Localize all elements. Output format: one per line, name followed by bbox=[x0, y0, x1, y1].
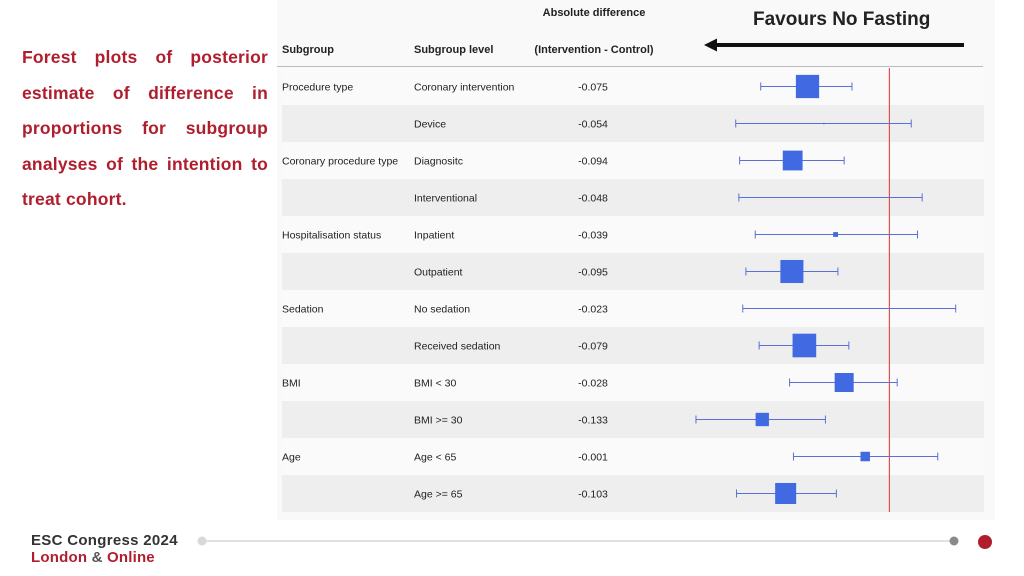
estimate-box bbox=[755, 412, 769, 427]
timeline-current-dot bbox=[949, 536, 959, 546]
header-difference: (Intervention - Control) bbox=[534, 44, 653, 56]
subgroup-label: Hospitalisation status bbox=[282, 230, 381, 242]
timeline-end-dot bbox=[978, 535, 992, 549]
favours-label: Favours No Fasting bbox=[753, 9, 931, 30]
subgroup-level-label: Interventional bbox=[414, 193, 477, 205]
header-subgroup-level: Subgroup level bbox=[414, 44, 493, 56]
estimate-value: -0.094 bbox=[578, 156, 608, 168]
estimate-box bbox=[795, 74, 820, 99]
header-absolute-difference: Absolute difference bbox=[543, 7, 646, 19]
table-row bbox=[282, 142, 984, 179]
estimate-value: -0.023 bbox=[578, 304, 608, 316]
congress-amp: & bbox=[91, 549, 103, 566]
estimate-value: -0.048 bbox=[578, 193, 608, 205]
estimate-value: -0.133 bbox=[578, 415, 608, 427]
subgroup-level-label: Outpatient bbox=[414, 267, 463, 279]
estimate-box bbox=[780, 259, 804, 284]
subgroup-level-label: Received sedation bbox=[414, 341, 501, 353]
subgroup-label: Age bbox=[282, 452, 301, 464]
header-subgroup: Subgroup bbox=[282, 44, 334, 56]
estimate-box bbox=[782, 150, 803, 171]
congress-title: ESC Congress 2024 bbox=[31, 532, 178, 549]
subgroup-label: Procedure type bbox=[282, 82, 353, 94]
subgroup-level-label: Diagnositc bbox=[414, 156, 463, 168]
estimate-value: -0.095 bbox=[578, 267, 608, 279]
estimate-value: -0.028 bbox=[578, 378, 608, 390]
timeline-start-dot bbox=[197, 536, 207, 546]
table-row bbox=[282, 327, 984, 364]
estimate-box bbox=[775, 482, 797, 505]
estimate-value: -0.075 bbox=[578, 82, 608, 94]
table-row bbox=[282, 253, 984, 290]
slide-title: Forest plots of posterior estimate of di… bbox=[22, 47, 268, 209]
estimate-value: -0.079 bbox=[578, 341, 608, 353]
forest-plot: Absolute difference Subgroup Subgroup leve… bbox=[277, 7, 984, 512]
subgroup-level-label: Age < 65 bbox=[414, 452, 456, 464]
estimate-box bbox=[792, 333, 817, 358]
congress-online: Online bbox=[106, 549, 155, 566]
subgroup-level-label: Inpatient bbox=[414, 230, 454, 242]
congress-city: London bbox=[31, 549, 88, 566]
estimate-box bbox=[834, 373, 854, 392]
estimate-box bbox=[823, 122, 825, 125]
table-row bbox=[282, 475, 984, 512]
subgroup-label: BMI bbox=[282, 378, 301, 390]
estimate-box bbox=[860, 451, 870, 462]
estimate-value: -0.054 bbox=[578, 119, 608, 131]
table-row bbox=[282, 401, 984, 438]
subgroup-level-label: No sedation bbox=[414, 304, 470, 316]
timeline-bar bbox=[197, 535, 992, 549]
subgroup-level-label: Device bbox=[414, 119, 446, 131]
congress-location: London & Online bbox=[31, 549, 155, 566]
table-row bbox=[282, 68, 984, 105]
subgroup-label: Sedation bbox=[282, 304, 324, 316]
favours-arrow bbox=[704, 38, 964, 52]
subgroup-level-label: Age >= 65 bbox=[414, 489, 463, 501]
subgroup-label: Coronary procedure type bbox=[282, 156, 398, 168]
estimate-value: -0.103 bbox=[578, 489, 608, 501]
subgroup-level-label: BMI >= 30 bbox=[414, 415, 463, 427]
forest-plot-panel: Absolute difference Subgroup Subgroup leve… bbox=[277, 0, 995, 520]
estimate-box bbox=[833, 232, 838, 237]
estimate-value: -0.039 bbox=[578, 230, 608, 242]
subgroup-level-label: BMI < 30 bbox=[414, 378, 456, 390]
subgroup-level-label: Coronary intervention bbox=[414, 82, 515, 94]
estimate-value: -0.001 bbox=[578, 452, 608, 464]
